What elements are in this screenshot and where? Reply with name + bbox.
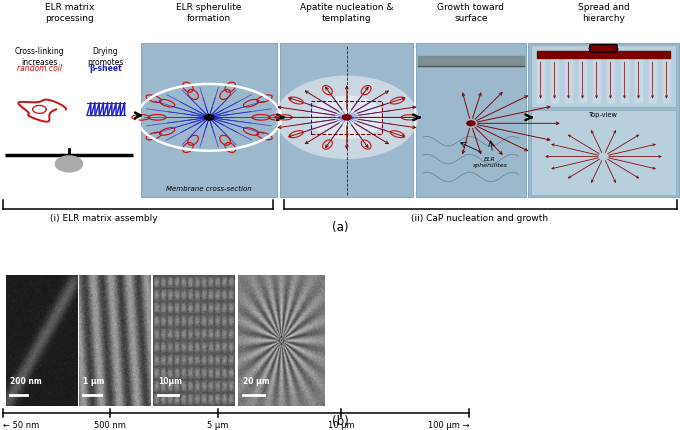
FancyBboxPatch shape — [141, 43, 277, 197]
Text: ELR
spherulites: ELR spherulites — [473, 157, 507, 168]
Polygon shape — [590, 127, 604, 157]
Circle shape — [275, 76, 418, 159]
Polygon shape — [604, 133, 642, 157]
Polygon shape — [604, 157, 642, 180]
Polygon shape — [548, 157, 604, 169]
Text: Drying
promotes: Drying promotes — [87, 47, 124, 67]
Text: 1 μm: 1 μm — [84, 377, 105, 386]
Text: Membrane cross-section: Membrane cross-section — [166, 186, 252, 192]
Text: ← 50 nm: ← 50 nm — [3, 421, 39, 430]
Text: 5 μm: 5 μm — [207, 421, 228, 430]
Polygon shape — [565, 157, 604, 180]
FancyBboxPatch shape — [531, 45, 676, 108]
Circle shape — [466, 121, 475, 126]
Text: Cross-linking
increases: Cross-linking increases — [15, 47, 64, 67]
Text: Apatite nucleation &
templating: Apatite nucleation & templating — [300, 3, 394, 23]
Text: 10 μm: 10 μm — [328, 421, 355, 430]
Circle shape — [309, 95, 384, 139]
Text: Side-view: Side-view — [588, 46, 619, 52]
Text: β-sheet: β-sheet — [89, 64, 122, 74]
Text: 20 μm: 20 μm — [243, 377, 270, 386]
Text: Spread and
hierarchy: Spread and hierarchy — [577, 3, 630, 23]
Polygon shape — [604, 144, 659, 157]
Polygon shape — [590, 157, 604, 186]
Text: 200 nm: 200 nm — [10, 377, 41, 386]
Circle shape — [204, 114, 214, 120]
Text: ELR matrix
processing: ELR matrix processing — [45, 3, 95, 23]
Text: Growth toward
surface: Growth toward surface — [437, 3, 505, 23]
Text: (i) ELR matrix assembly: (i) ELR matrix assembly — [50, 214, 158, 223]
FancyBboxPatch shape — [416, 43, 526, 197]
Text: (ii) CaP nucleation and growth: (ii) CaP nucleation and growth — [411, 214, 548, 223]
Circle shape — [55, 156, 83, 172]
Polygon shape — [604, 157, 659, 169]
Circle shape — [342, 115, 351, 120]
Text: (b): (b) — [332, 415, 348, 428]
Text: (a): (a) — [332, 221, 348, 234]
FancyBboxPatch shape — [528, 43, 679, 197]
Polygon shape — [548, 144, 604, 157]
Text: Top-view: Top-view — [589, 112, 618, 118]
Text: ELR spherulite
formation: ELR spherulite formation — [176, 3, 242, 23]
FancyBboxPatch shape — [590, 45, 617, 52]
FancyBboxPatch shape — [531, 110, 676, 195]
Polygon shape — [604, 127, 617, 157]
FancyBboxPatch shape — [280, 43, 413, 197]
Polygon shape — [604, 157, 617, 186]
Text: 500 nm: 500 nm — [95, 421, 126, 430]
Text: random coil: random coil — [17, 64, 62, 74]
Text: 100 μm →: 100 μm → — [428, 421, 469, 430]
Polygon shape — [565, 133, 604, 157]
Text: 10μm: 10μm — [158, 377, 182, 386]
